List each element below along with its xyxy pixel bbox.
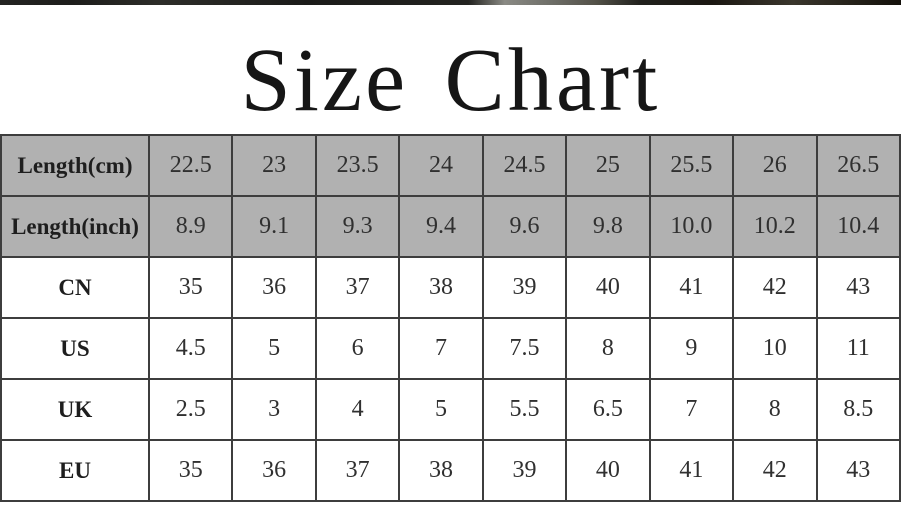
table-row: US 4.5 5 6 7 7.5 8 9 10 11 (0, 317, 901, 380)
table-row: Length(cm) 22.5 23 23.5 24 24.5 25 25.5 26 26.5 (0, 134, 901, 197)
size-cell: 9.6 (481, 195, 568, 258)
size-cell: 38 (398, 256, 484, 319)
size-cell: 8.5 (815, 378, 901, 441)
size-cell: 23.5 (314, 134, 401, 197)
size-cell: 37 (314, 256, 401, 319)
size-cell: 11 (815, 317, 901, 380)
size-cell: 41 (648, 256, 735, 319)
size-cell: 36 (231, 256, 317, 319)
size-cell: 4 (314, 378, 401, 441)
size-cell: 24.5 (481, 134, 568, 197)
size-cell: 41 (648, 439, 735, 502)
size-cell: 35 (147, 256, 234, 319)
size-cell: 43 (815, 439, 901, 502)
size-cell: 5 (398, 378, 484, 441)
size-cell: 3 (231, 378, 317, 441)
size-cell: 39 (481, 439, 568, 502)
size-cell: 5 (231, 317, 317, 380)
size-cell: 4.5 (147, 317, 234, 380)
size-cell: 2.5 (147, 378, 234, 441)
size-cell: 38 (398, 439, 484, 502)
size-cell: 24 (398, 134, 484, 197)
row-label: UK (0, 378, 150, 441)
row-label: Length(cm) (0, 134, 150, 197)
page-title: Size Chart (240, 31, 661, 130)
size-table-body: Length(cm) 22.5 23 23.5 24 24.5 25 25.5 26 26.5 Le… (0, 134, 901, 502)
size-cell: 25 (565, 134, 651, 197)
size-cell: 42 (732, 439, 818, 502)
size-cell: 10.2 (732, 195, 818, 258)
size-cell: 37 (314, 439, 401, 502)
size-cell: 5.5 (481, 378, 568, 441)
size-cell: 26 (732, 134, 818, 197)
size-cell: 8.9 (147, 195, 234, 258)
table-row: UK 2.5 3 4 5 5.5 6.5 7 8 8.5 (0, 378, 901, 441)
table-row: Length(inch) 8.9 9.1 9.3 9.4 9.6 9.8 10.0 10.2 10… (0, 195, 901, 258)
size-cell: 9.3 (314, 195, 401, 258)
size-cell: 40 (565, 256, 651, 319)
size-cell: 6.5 (565, 378, 651, 441)
size-cell: 7.5 (481, 317, 568, 380)
size-cell: 39 (481, 256, 568, 319)
row-label: US (0, 317, 150, 380)
size-cell: 9.4 (398, 195, 484, 258)
size-cell: 40 (565, 439, 651, 502)
row-label: Length(inch) (0, 195, 150, 258)
size-cell: 6 (314, 317, 401, 380)
size-cell: 42 (732, 256, 818, 319)
size-cell: 22.5 (147, 134, 234, 197)
size-cell: 10 (732, 317, 818, 380)
size-cell: 43 (815, 256, 901, 319)
table-row: CN 35 36 37 38 39 40 41 42 43 (0, 256, 901, 319)
size-cell: 8 (732, 378, 818, 441)
size-cell: 7 (398, 317, 484, 380)
size-cell: 7 (648, 378, 735, 441)
photo-edge-strip (0, 0, 901, 5)
size-cell: 35 (147, 439, 234, 502)
size-cell: 8 (565, 317, 651, 380)
size-cell: 10.0 (648, 195, 735, 258)
size-cell: 25.5 (648, 134, 735, 197)
size-cell: 9 (648, 317, 735, 380)
size-cell: 26.5 (815, 134, 901, 197)
size-cell: 36 (231, 439, 317, 502)
size-cell: 9.1 (231, 195, 317, 258)
table-row: EU 35 36 37 38 39 40 41 42 43 (0, 439, 901, 502)
row-label: EU (0, 439, 150, 502)
size-cell: 9.8 (565, 195, 651, 258)
row-label: CN (0, 256, 150, 319)
size-cell: 23 (231, 134, 317, 197)
size-cell: 10.4 (815, 195, 901, 258)
size-chart-table: Length(cm) 22.5 23 23.5 24 24.5 25 25.5 26 26.5 Le… (0, 134, 901, 502)
